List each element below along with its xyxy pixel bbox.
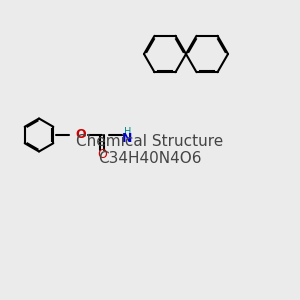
Text: N: N	[122, 131, 133, 145]
Text: Chemical Structure
C34H40N4O6: Chemical Structure C34H40N4O6	[76, 134, 224, 166]
Text: O: O	[76, 128, 86, 142]
Text: O: O	[97, 148, 107, 161]
Text: H: H	[124, 127, 131, 137]
